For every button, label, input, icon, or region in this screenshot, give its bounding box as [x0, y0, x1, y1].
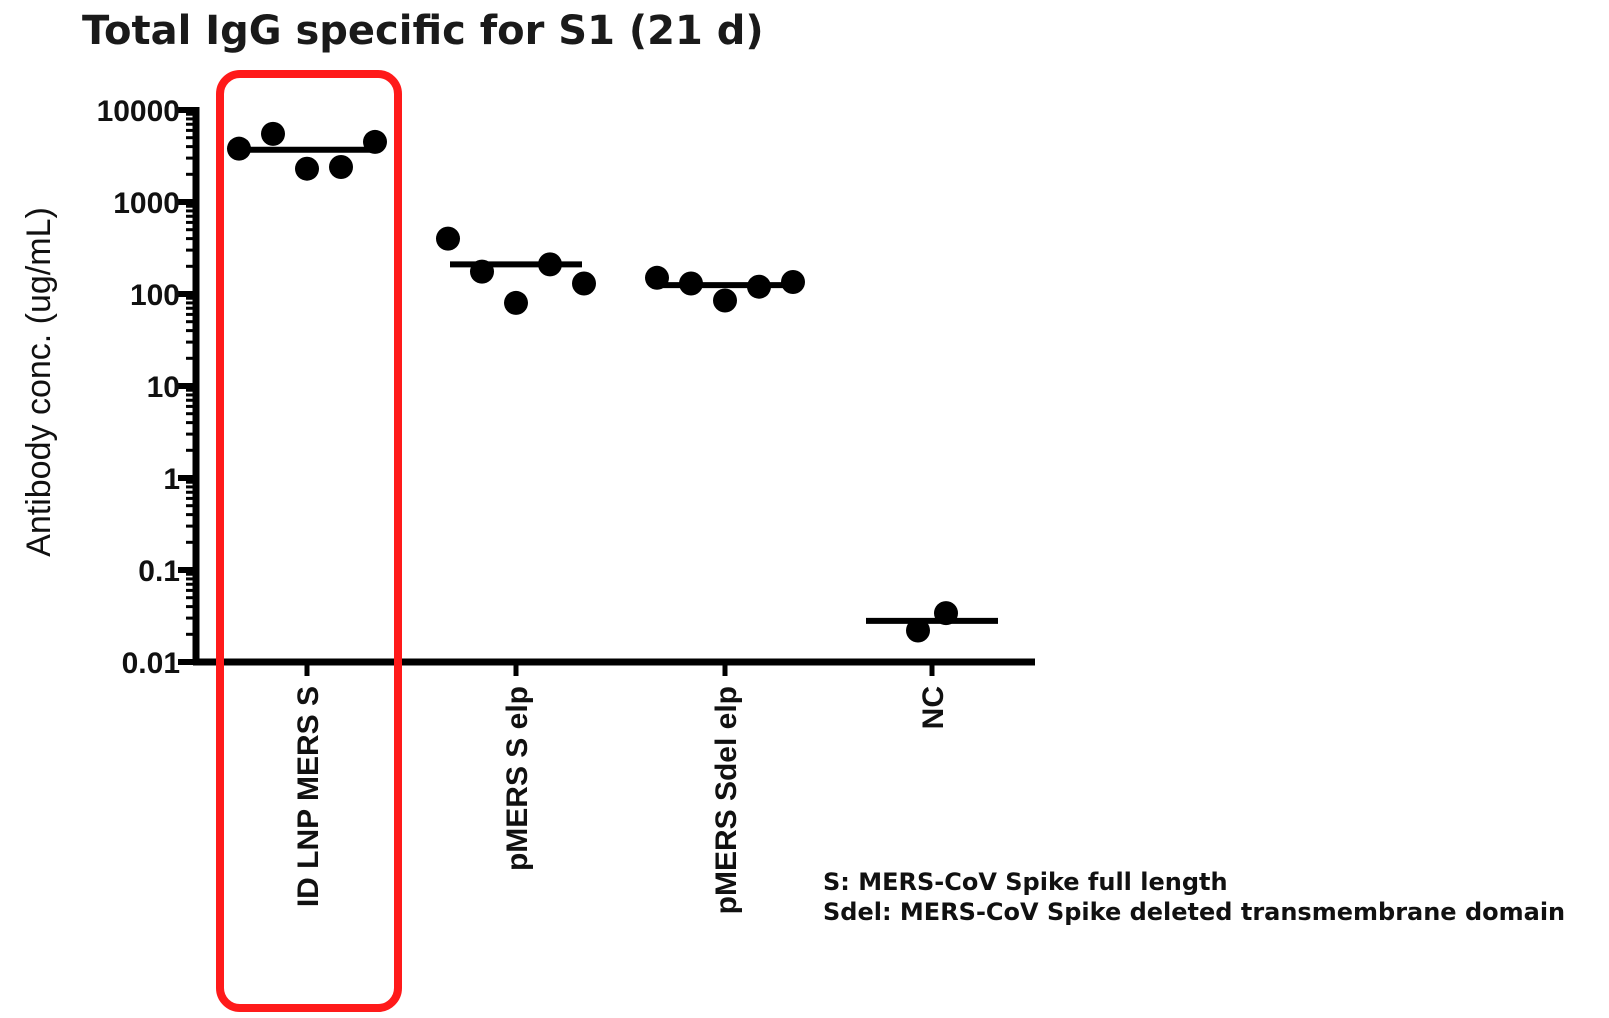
y-tick-label: 100	[130, 279, 180, 312]
data-point	[329, 155, 353, 180]
note-s: S: MERS-CoV Spike full length	[823, 868, 1228, 896]
y-axis-label: Antibody conc. (ug/mL)	[20, 207, 58, 557]
data-point	[906, 618, 930, 643]
y-tick-label: 1000	[113, 187, 180, 220]
data-point	[227, 136, 251, 161]
data-point	[504, 290, 528, 315]
data-point	[436, 226, 460, 251]
x-tick-label: ID LNP MERS S	[292, 686, 325, 907]
data-point	[781, 270, 805, 295]
y-tick-label: 0.01	[122, 647, 180, 680]
highlight-rect	[216, 70, 402, 1012]
y-ticks: 10000 1000 100 10 1 0.1 0.01	[97, 95, 196, 680]
axes	[192, 107, 1035, 666]
data-point	[713, 288, 737, 313]
x-tick-label: pMERS S elp	[501, 686, 534, 871]
highlight-box	[216, 70, 402, 1012]
data-point	[572, 271, 596, 296]
data-marks	[227, 121, 998, 643]
data-point	[261, 121, 285, 146]
x-tick-label: NC	[917, 686, 950, 729]
x-category-labels: ID LNP MERS S pMERS S elp pMERS Sdel elp NC	[292, 662, 950, 914]
data-point	[295, 156, 319, 181]
notes: S: MERS-CoV Spike full length Sdel: MERS…	[823, 868, 1565, 926]
note-sdel: Sdel: MERS-CoV Spike deleted transmembra…	[823, 898, 1565, 926]
y-tick-label: 0.1	[138, 555, 180, 588]
chart-title: Total IgG specific for S1 (21 d)	[82, 8, 764, 54]
y-tick-label: 10000	[97, 95, 180, 128]
x-tick-label: pMERS Sdel elp	[710, 686, 743, 914]
y-tick-label: 10	[147, 371, 180, 404]
y-tick-label: 1	[163, 463, 180, 496]
